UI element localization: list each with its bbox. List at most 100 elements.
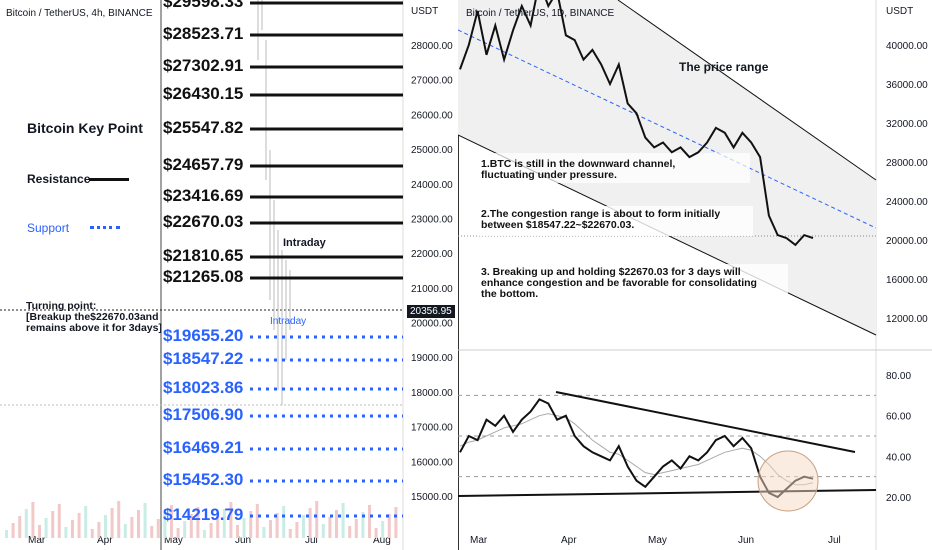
rsi-y-tick-label: 80.00 [886, 371, 911, 382]
volume-bar [381, 521, 385, 538]
volume-bar [196, 507, 200, 538]
volume-bar [163, 512, 167, 538]
right-y-tick-label: 12000.00 [886, 314, 928, 325]
resistance-level-label: $25547.82 [163, 118, 244, 137]
note-1-box [478, 153, 750, 183]
volume-bar [71, 520, 74, 538]
right-x-tick-label: Apr [561, 535, 577, 546]
left-y-tick-label: 16000.00 [411, 457, 453, 468]
left-chart-header: Bitcoin / TetherUS, 4h, BINANCE [6, 8, 153, 19]
left-y-tick-label: 25000.00 [411, 145, 453, 156]
resistance-level-label: $23416.69 [163, 186, 244, 205]
left-chart-panel[interactable]: 28000.00 27000.00 26000.00 25000.00 24000.00… [0, 0, 456, 550]
volume-bar [275, 513, 279, 538]
volume-bar [229, 502, 233, 538]
volume-bar [335, 510, 338, 538]
volume-bar [123, 524, 127, 538]
intraday-label-top: Intraday [283, 237, 326, 249]
volume-bar [110, 508, 114, 538]
right-x-tick-label: Mar [470, 535, 488, 546]
analysis-note-1: 1.BTC is still in the downward channel, … [481, 158, 676, 181]
left-y-tick-label: 26000.00 [411, 110, 453, 121]
legend-support-label: Support [27, 221, 70, 235]
volume-bar [137, 510, 140, 538]
volume-bar [328, 517, 332, 538]
resistance-level-label: $27302.91 [163, 56, 244, 75]
volume-bar [374, 528, 378, 538]
volume-bar [269, 520, 272, 538]
volume-bar [216, 516, 220, 538]
volume-bar [387, 514, 391, 538]
support-level-label: $14219.79 [163, 505, 244, 524]
volume-bar [130, 517, 134, 538]
volume-bar [222, 509, 226, 538]
left-y-tick-label: 24000.00 [411, 180, 453, 191]
left-x-tick-label: Aug [373, 535, 391, 546]
left-y-tick-label: 22000.00 [411, 249, 453, 260]
left-y-tick-label: 19000.00 [411, 353, 453, 364]
right-currency-label: USDT [886, 6, 914, 17]
right-x-tick-label: May [648, 535, 667, 546]
volume-bar [38, 525, 41, 538]
left-y-tick-label: 18000.00 [411, 388, 453, 399]
left-x-tick-label: Jul [305, 535, 318, 546]
right-y-tick-label: 20000.00 [886, 236, 928, 247]
volume-bar [341, 503, 345, 538]
left-y-tick-label: 21000.00 [411, 284, 453, 295]
analysis-note-2: 2.The congestion range is about to form … [481, 208, 721, 231]
volume-bar [321, 524, 325, 538]
volume-bar [255, 504, 259, 538]
volume-bar [262, 527, 266, 538]
note-2-box [478, 206, 753, 236]
right-chart-header: Bitcoin / TetherUS, 1D, BINANCE [466, 8, 615, 19]
channel-upper-line [617, 0, 877, 181]
volume-bar [84, 506, 88, 538]
volume-bar [156, 519, 160, 538]
left-currency-label: USDT [411, 6, 439, 17]
support-level-label: $18547.22 [163, 349, 244, 368]
left-x-tick-label: Apr [97, 535, 113, 546]
volume-bar [368, 505, 371, 538]
rsi-y-tick-label: 60.00 [886, 412, 911, 423]
right-chart-svg: 40000.00 36000.00 32000.00 28000.00 24000.00… [458, 0, 932, 550]
right-y-tick-label: 36000.00 [886, 80, 928, 91]
legend-support-line [90, 226, 120, 229]
volume-bar [5, 530, 8, 538]
resistance-level-label: $26430.15 [163, 84, 244, 103]
volume-bar [143, 503, 147, 538]
volume-bar [77, 513, 81, 538]
right-y-tick-label: 16000.00 [886, 275, 928, 286]
left-y-tick-label: 27000.00 [411, 76, 453, 87]
left-y-tick-label: 15000.00 [411, 492, 453, 503]
resistance-level-label: $28523.71 [163, 24, 244, 43]
volume-bar [189, 514, 193, 538]
rsi-line [459, 398, 814, 499]
volume-bar [282, 506, 286, 538]
left-chart-svg: 28000.00 27000.00 26000.00 25000.00 24000.00… [0, 0, 453, 550]
support-level-label: $18023.86 [163, 378, 244, 397]
volume-bar [242, 518, 246, 538]
volume-bar [249, 511, 253, 538]
support-level-label: $17506.90 [163, 405, 244, 424]
volume-bar [354, 519, 358, 538]
legend-resistance-label: Resistance [27, 172, 91, 186]
volume-bar [315, 501, 319, 538]
intraday-label-bottom: Intraday [270, 316, 307, 327]
left-y-tick-label: 28000.00 [411, 41, 453, 52]
volume-bar [288, 529, 292, 538]
volume-bar [104, 515, 107, 538]
analysis-note-3: 3. Breaking up and holding $22670.03 for… [481, 266, 757, 300]
resistance-level-label: $21810.65 [163, 246, 244, 265]
volume-bar [295, 522, 299, 538]
right-chart-panel[interactable]: 40000.00 36000.00 32000.00 28000.00 24000.00… [458, 0, 932, 550]
note-3-box [478, 264, 788, 306]
rsi-resistance-trendline [555, 391, 856, 453]
volume-bar [31, 502, 35, 538]
rsi-y-tick-label: 20.00 [886, 493, 911, 504]
resistance-level-label: $21265.08 [163, 267, 244, 286]
volume-bar [64, 527, 68, 538]
right-y-tick-label: 40000.00 [886, 41, 928, 52]
price-line [459, 0, 814, 247]
support-level-label: $16469.21 [163, 438, 244, 457]
volume-bar [90, 529, 94, 538]
